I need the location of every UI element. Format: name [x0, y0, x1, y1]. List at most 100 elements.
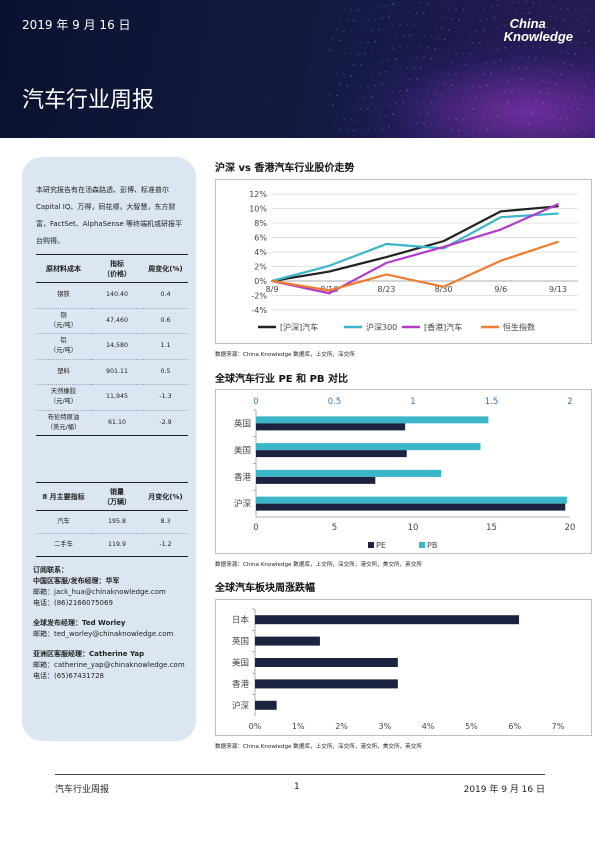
contact-line[interactable]: 邮箱：catherine_yap@chinaknowledge.com — [33, 661, 185, 669]
footer-date: 2019 年 9 月 16 日 — [463, 785, 545, 795]
table-cell: 47,460 — [91, 308, 143, 334]
data-point — [271, 280, 273, 282]
series-line — [271, 203, 559, 295]
source-note-1: 数据来源：China Knowledge 数据库，上交所，深交所 — [215, 352, 355, 358]
data-point — [557, 240, 559, 243]
table-header: 周变化(%) — [143, 254, 188, 283]
section-title-weekly-change: 全球汽车板块周涨跌幅 — [215, 583, 315, 594]
x-tick-label: 3% — [379, 722, 392, 731]
category-label: 美国 — [232, 658, 249, 669]
table-row: 汽车 195.8 8.3 — [36, 510, 188, 534]
contact-block: 全球发布经理：Ted Worley 邮箱：ted_worley@chinaknow… — [33, 618, 193, 640]
banner-glow — [345, 40, 595, 138]
table-header: 销量 （万辆） — [91, 482, 143, 511]
source-note-3: 数据来源：China Knowledge 数据库，上交所，深交所，港交所，美交所… — [215, 744, 422, 750]
pe-axis-tick: 10 — [408, 523, 419, 533]
contact-line[interactable]: 电话：(65)67431728 — [33, 672, 104, 680]
contact-line[interactable]: 邮箱：jack_hua@chinaknowledge.com — [33, 588, 166, 596]
data-point — [557, 205, 559, 208]
table-cell: 61.10 — [91, 410, 143, 436]
data-point — [499, 210, 502, 213]
contact-line[interactable]: 电话：(86)2166075069 — [33, 599, 113, 607]
data-point — [499, 259, 502, 262]
header-banner: 2019 年 9 月 16 日 汽车行业周报 China Knowledge — [0, 0, 595, 138]
table-cell: 195.8 — [91, 510, 143, 534]
pe-axis-tick: 15 — [486, 523, 497, 533]
banner-dot-pattern — [329, 1, 590, 132]
table-cell: 1.1 — [143, 333, 188, 360]
legend-label: 沪深300 — [366, 322, 397, 332]
contact-line[interactable]: 邮箱：ted_worley@chinaknowledge.com — [33, 630, 174, 638]
change-bar — [255, 700, 277, 710]
series-line — [271, 205, 559, 283]
data-point — [499, 216, 502, 219]
pb-axis-tick: 1 — [410, 397, 415, 407]
x-tick-label: 8/23 — [377, 285, 395, 294]
pe-bar — [256, 423, 406, 431]
table-row: 铝 （元/吨） 14,580 1.1 — [36, 333, 188, 360]
x-tick-label: 1% — [292, 722, 305, 731]
contacts-heading: 订阅联系： — [33, 566, 68, 574]
table-cell: -1.2 — [143, 533, 188, 557]
table-cell: 0.5 — [143, 359, 188, 385]
august-indicators-table: 8 月主要指标 销量 （万辆） 月变化(%) 汽车 195.8 8.3 二手车 119.… — [36, 482, 188, 557]
pb-axis-tick: 1.5 — [485, 397, 499, 407]
series-line — [271, 240, 559, 292]
pe-bar — [256, 476, 376, 484]
data-point — [499, 228, 502, 231]
data-point — [385, 256, 388, 258]
y-tick-label: 12% — [249, 190, 267, 199]
data-point — [557, 203, 559, 206]
table-cell: 0.6 — [143, 308, 188, 334]
change-bar — [255, 658, 398, 667]
table-cell: -2.9 — [143, 410, 188, 436]
contact-block: 中国区客服/发布经理：华军 邮箱：jack_hua@chinaknowledge.… — [33, 576, 193, 609]
y-tick-label: 0% — [254, 277, 267, 286]
pe-bar — [256, 503, 566, 511]
x-tick-label: 9/13 — [549, 285, 567, 294]
data-point — [442, 240, 445, 243]
x-tick-label: 5% — [465, 722, 478, 731]
data-point — [328, 292, 331, 295]
x-tick-label: 9/6 — [494, 285, 507, 294]
pb-axis-tick: 0.5 — [328, 397, 342, 407]
table-header: 月变化(%) — [143, 482, 188, 511]
logo-line-2: Knowledge — [503, 29, 573, 44]
pe-axis-tick: 20 — [565, 523, 576, 533]
page-number: 1 — [294, 782, 300, 792]
contact-block: 亚洲区客服经理：Catherine Yap 邮箱：catherine_yap@ch… — [33, 649, 193, 682]
sidebar-intro-text: 本研究报告有在汤森路透、彭博、标准普尔Capital IQ、万得，同花顺，大智慧… — [36, 186, 183, 245]
table-cell: 901.11 — [91, 359, 143, 385]
price-trend-svg: 12%10%8%6%4%2%0%-2%-4%8/9 8/16 8/23 8/30 9/6… — [249, 190, 578, 332]
category-label: 英国 — [234, 418, 251, 429]
table-row: 铜 （元/吨） 47,460 0.6 — [36, 308, 188, 334]
pb-bar — [256, 416, 489, 424]
table-cell: 铜 （元/吨） — [36, 308, 91, 334]
legend-label: [沪深]汽车 — [280, 322, 318, 332]
category-label: 沪深 — [234, 499, 252, 510]
report-title: 汽车行业周报 — [22, 88, 155, 113]
table-cell: 8.3 — [143, 510, 188, 534]
pb-bar — [256, 496, 567, 504]
x-tick-label: 2% — [335, 722, 348, 731]
data-point — [385, 273, 388, 276]
x-tick-label: 8/30 — [435, 285, 453, 294]
contact-title: 全球发布经理：Ted Worley — [33, 619, 126, 627]
legend-item: [香港]汽车 — [402, 322, 462, 332]
y-tick-label: 2% — [254, 263, 267, 272]
contact-title: 亚洲区客服经理：Catherine Yap — [33, 650, 145, 658]
data-point — [385, 261, 388, 264]
table-cell: 天然橡胶 （元/吨） — [36, 384, 91, 411]
category-label: 香港 — [232, 679, 250, 690]
price-trend-chart: 12% 10% 8% 6% 4% 2% 0% -2% -4% 8/9 8/16 8/23 8/30 9/6… — [215, 179, 592, 344]
data-point — [328, 264, 331, 267]
category-label: 美国 — [234, 445, 251, 456]
y-tick-label: -4% — [251, 306, 267, 315]
section-title-pe-pb: 全球汽车行业 PE 和 PB 对比 — [215, 374, 349, 385]
pe-axis-tick: 5 — [332, 523, 337, 533]
pe-axis-tick: 0 — [253, 523, 258, 533]
y-tick-label: 10% — [249, 205, 267, 214]
x-tick-label: 7% — [552, 722, 565, 731]
